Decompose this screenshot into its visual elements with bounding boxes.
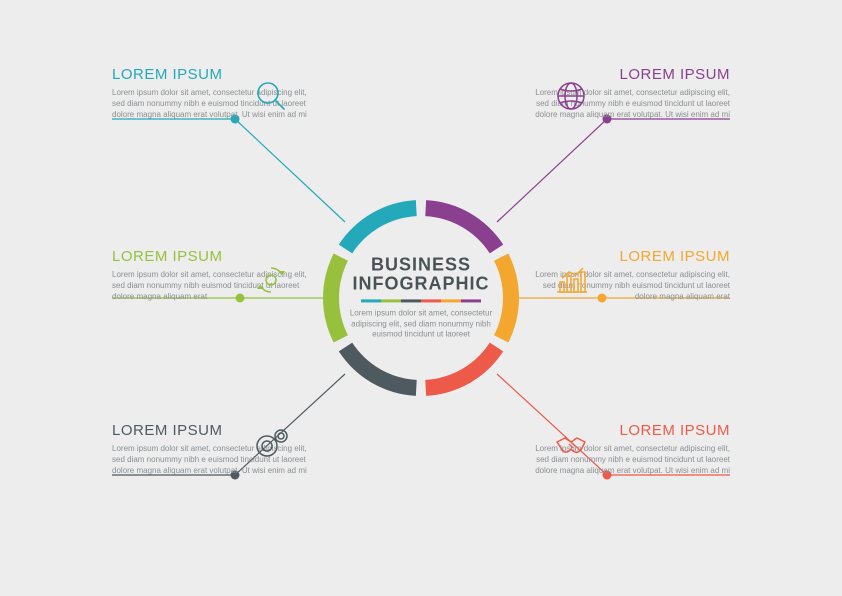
ring-segment	[339, 343, 417, 396]
refresh-icon	[249, 258, 293, 302]
handshake-icon	[549, 422, 593, 466]
center-block: BUSINESS INFOGRAPHIC Lorem ipsum dolor s…	[346, 255, 496, 340]
ring-segment	[425, 343, 503, 396]
center-body: Lorem ipsum dolor sit amet, consectetur …	[346, 308, 496, 340]
gear-icon	[249, 422, 293, 466]
center-title-line1: BUSINESS	[371, 254, 471, 274]
ring-segment	[494, 254, 519, 343]
ring-segment	[339, 200, 417, 253]
connector-line	[497, 119, 730, 222]
ring-segment	[425, 200, 503, 253]
center-underline	[361, 299, 481, 302]
infographic-stage: BUSINESS INFOGRAPHIC Lorem ipsum dolor s…	[0, 0, 842, 596]
chart-icon	[549, 258, 593, 302]
connector-line	[112, 119, 345, 222]
globe-icon	[549, 74, 593, 118]
search-icon	[249, 74, 293, 118]
ring-segment	[323, 254, 348, 343]
center-title-line2: INFOGRAPHIC	[353, 273, 490, 293]
center-title: BUSINESS INFOGRAPHIC	[346, 255, 496, 293]
